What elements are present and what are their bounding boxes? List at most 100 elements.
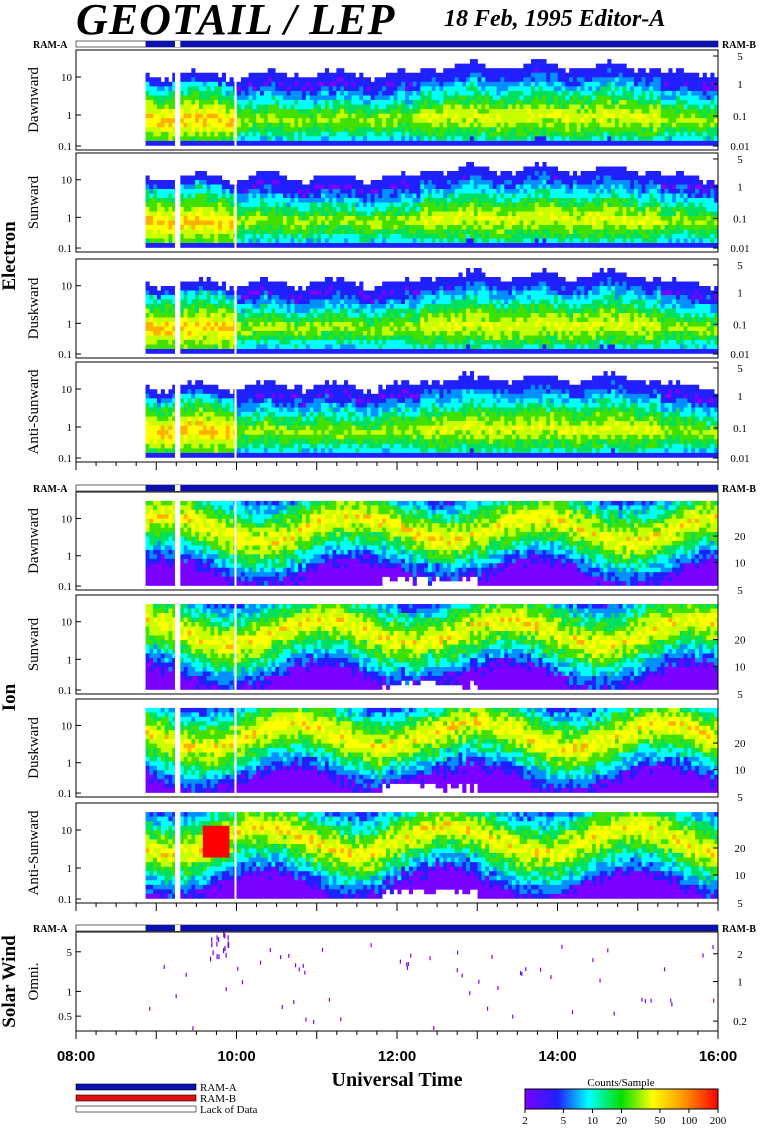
heat-cell (389, 113, 394, 119)
heat-cell (714, 193, 719, 199)
heat-cell (405, 118, 410, 124)
heat-cell (489, 100, 494, 105)
heat-cell (275, 202, 280, 208)
heat-cell (275, 180, 280, 185)
heat-cell (149, 189, 154, 194)
heat-cell (508, 86, 513, 92)
heat-cell (214, 90, 219, 96)
heat-cell (447, 175, 452, 181)
heat-cell (267, 189, 272, 194)
heat-cell (427, 95, 433, 101)
heat-cell (218, 193, 223, 199)
heat-cell (618, 122, 623, 128)
heat-cell (168, 225, 173, 230)
heat-cell (328, 189, 333, 194)
heat-cell (519, 81, 524, 87)
heat-cell (408, 180, 413, 185)
heat-cell (523, 166, 528, 172)
heat-cell (450, 202, 455, 208)
heat-cell (454, 77, 459, 83)
heat-cell (706, 207, 711, 212)
heat-cell (679, 127, 684, 133)
heat-cell (645, 220, 650, 226)
heat-cell (485, 77, 490, 83)
heat-cell (531, 216, 536, 221)
heat-cell (599, 175, 604, 181)
heat-cell (481, 207, 486, 212)
heat-cell (317, 189, 322, 194)
heat-cell (366, 207, 372, 212)
heat-cell (328, 225, 333, 230)
heat-cell (565, 86, 570, 92)
heat-cell (550, 104, 555, 110)
heat-cell (466, 113, 471, 119)
heat-cell (679, 68, 684, 74)
heat-cell (221, 127, 226, 133)
heat-cell (340, 220, 345, 226)
heat-cell (450, 127, 455, 133)
heat-cell (153, 202, 158, 208)
heat-cell (359, 198, 364, 203)
heat-cell (324, 175, 330, 181)
heat-cell (714, 243, 719, 248)
heat-cell (149, 344, 154, 350)
heat-cell (218, 207, 223, 212)
heat-cell (405, 77, 410, 83)
heat-cell (454, 104, 459, 110)
heat-cell (351, 220, 356, 226)
heat-cell (458, 77, 463, 83)
heat-cell (695, 243, 700, 248)
heat-cell (389, 131, 394, 137)
heat-cell (290, 193, 295, 199)
heat-cell (656, 211, 662, 217)
heat-cell (546, 225, 551, 230)
heat-cell (179, 220, 185, 226)
heat-cell (191, 225, 196, 230)
heat-cell (370, 238, 375, 244)
heat-cell (683, 180, 688, 185)
heat-cell (202, 81, 207, 87)
heat-cell (546, 63, 551, 69)
heat-cell (145, 136, 150, 142)
heat-cell (500, 216, 505, 221)
heat-cell (160, 113, 165, 119)
heat-cell (458, 140, 463, 146)
heat-cell (294, 184, 299, 190)
heat-cell (153, 243, 158, 248)
heat-cell (355, 81, 360, 87)
heat-cell (401, 122, 406, 128)
ram-a-bar (145, 925, 719, 931)
heat-cell (485, 225, 490, 230)
heat-cell (672, 109, 677, 114)
heat-cell (401, 220, 406, 226)
heat-cell (324, 81, 330, 87)
heat-cell (202, 72, 207, 78)
heat-cell (405, 220, 410, 226)
heat-cell (260, 202, 265, 208)
heat-cell (706, 220, 711, 226)
heat-cell (569, 184, 574, 190)
heat-cell (271, 216, 276, 221)
heat-cell (538, 72, 543, 78)
heat-cell (248, 225, 253, 230)
heat-cell (473, 136, 478, 142)
heat-cell (645, 207, 650, 212)
heat-cell (313, 81, 318, 87)
heat-cell (523, 86, 528, 92)
heat-cell (198, 100, 204, 105)
heat-cell (500, 193, 505, 199)
heat-cell (687, 216, 692, 221)
heat-cell (172, 184, 177, 190)
heat-cell (702, 211, 707, 217)
heat-cell (187, 216, 192, 221)
heat-cell (179, 81, 185, 87)
heat-cell (256, 95, 261, 101)
heat-cell (260, 229, 265, 235)
heat-cell (622, 118, 627, 124)
heat-cell (443, 216, 448, 221)
heat-cell (443, 81, 448, 87)
heat-cell (668, 216, 673, 221)
heat-cell (454, 136, 459, 142)
heat-cell (492, 81, 497, 87)
